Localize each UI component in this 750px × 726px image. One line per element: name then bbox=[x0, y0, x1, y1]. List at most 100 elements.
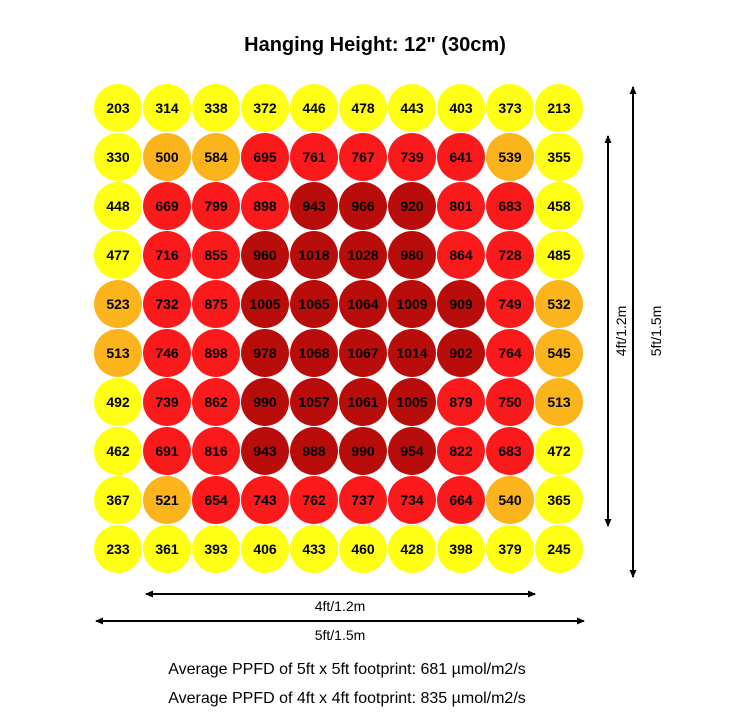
ppfd-cell-circle bbox=[290, 182, 338, 230]
ppfd-cell-circle bbox=[192, 329, 240, 377]
ppfd-cell-value: 1018 bbox=[298, 247, 329, 263]
ppfd-cell-circle bbox=[486, 182, 534, 230]
ppfd-cell-circle bbox=[339, 378, 387, 426]
ppfd-cell-value: 443 bbox=[400, 100, 424, 116]
ppfd-cell-circle bbox=[339, 525, 387, 573]
ppfd-cell-circle bbox=[241, 427, 289, 475]
footer-average-4ft: Average PPFD of 4ft x 4ft footprint: 835… bbox=[168, 690, 526, 707]
ppfd-cell-circle bbox=[143, 476, 191, 524]
ppfd-cell-value: 521 bbox=[155, 492, 179, 508]
ppfd-cell-value: 732 bbox=[155, 296, 179, 312]
horizontal-outer-dimension-label: 5ft/1.5m bbox=[315, 627, 366, 643]
ppfd-cell-circle bbox=[143, 525, 191, 573]
ppfd-cell-circle bbox=[486, 329, 534, 377]
ppfd-cell-value: 960 bbox=[253, 247, 277, 263]
ppfd-cell-circle bbox=[535, 378, 583, 426]
chart-title: Hanging Height: 12" (30cm) bbox=[244, 34, 506, 56]
ppfd-cell-value: 750 bbox=[498, 394, 522, 410]
ppfd-cell-circle bbox=[339, 329, 387, 377]
ppfd-cell-circle bbox=[388, 476, 436, 524]
ppfd-cell-value: 764 bbox=[498, 345, 522, 361]
ppfd-cell-circle bbox=[290, 133, 338, 181]
ppfd-cell-circle bbox=[241, 133, 289, 181]
ppfd-cell-value: 355 bbox=[547, 149, 571, 165]
ppfd-cell-circle bbox=[339, 182, 387, 230]
horizontal-inner-dimension-label: 4ft/1.2m bbox=[315, 598, 366, 614]
ppfd-cell-circle bbox=[486, 133, 534, 181]
ppfd-cell-circle bbox=[339, 231, 387, 279]
ppfd-cell-value: 664 bbox=[449, 492, 473, 508]
ppfd-cell-value: 898 bbox=[204, 345, 228, 361]
ppfd-cell-circle bbox=[241, 378, 289, 426]
ppfd-cell-value: 460 bbox=[351, 541, 375, 557]
ppfd-cell-circle bbox=[290, 231, 338, 279]
ppfd-cell-value: 446 bbox=[302, 100, 326, 116]
ppfd-cell-circle bbox=[241, 329, 289, 377]
ppfd-cell-circle bbox=[535, 525, 583, 573]
ppfd-cell-circle bbox=[388, 329, 436, 377]
ppfd-cell-value: 545 bbox=[547, 345, 571, 361]
ppfd-cell-value: 743 bbox=[253, 492, 277, 508]
ppfd-cell-circle bbox=[94, 525, 142, 573]
ppfd-cell-value: 245 bbox=[547, 541, 571, 557]
ppfd-cell-value: 478 bbox=[351, 100, 375, 116]
ppfd-cell-value: 539 bbox=[498, 149, 522, 165]
ppfd-cell-circle bbox=[535, 329, 583, 377]
ppfd-cell-value: 980 bbox=[400, 247, 424, 263]
ppfd-cell-circle bbox=[192, 378, 240, 426]
ppfd-cell-value: 213 bbox=[547, 100, 571, 116]
ppfd-cell-value: 691 bbox=[155, 443, 179, 459]
ppfd-cell-value: 330 bbox=[106, 149, 130, 165]
ppfd-cell-circle bbox=[339, 84, 387, 132]
ppfd-cell-circle bbox=[388, 133, 436, 181]
ppfd-cell-circle bbox=[437, 182, 485, 230]
ppfd-cell-value: 683 bbox=[498, 443, 522, 459]
ppfd-cell-circle bbox=[143, 427, 191, 475]
ppfd-cell-circle bbox=[486, 525, 534, 573]
ppfd-cell-value: 372 bbox=[253, 100, 277, 116]
ppfd-cell-circle bbox=[339, 476, 387, 524]
ppfd-cell-value: 361 bbox=[155, 541, 179, 557]
ppfd-cell-circle bbox=[437, 280, 485, 328]
ppfd-cell-circle bbox=[486, 378, 534, 426]
ppfd-cell-circle bbox=[94, 280, 142, 328]
ppfd-cell-value: 816 bbox=[204, 443, 228, 459]
ppfd-cell-value: 954 bbox=[400, 443, 424, 459]
ppfd-cell-circle bbox=[192, 476, 240, 524]
ppfd-cell-value: 462 bbox=[106, 443, 130, 459]
ppfd-cell-value: 403 bbox=[449, 100, 473, 116]
ppfd-cell-circle bbox=[437, 329, 485, 377]
ppfd-cell-circle bbox=[486, 280, 534, 328]
ppfd-cell-circle bbox=[290, 329, 338, 377]
ppfd-cell-circle bbox=[241, 476, 289, 524]
ppfd-cell-value: 338 bbox=[204, 100, 228, 116]
ppfd-cell-circle bbox=[290, 427, 338, 475]
ppfd-cell-value: 801 bbox=[449, 198, 473, 214]
ppfd-cell-value: 746 bbox=[155, 345, 179, 361]
ppfd-cell-circle bbox=[388, 182, 436, 230]
ppfd-cell-circle bbox=[437, 231, 485, 279]
ppfd-cell-circle bbox=[94, 476, 142, 524]
ppfd-cell-circle bbox=[290, 525, 338, 573]
ppfd-cell-value: 500 bbox=[155, 149, 179, 165]
ppfd-cell-value: 749 bbox=[498, 296, 522, 312]
ppfd-cell-circle bbox=[388, 280, 436, 328]
ppfd-cell-circle bbox=[192, 133, 240, 181]
ppfd-cell-circle bbox=[437, 427, 485, 475]
ppfd-cell-value: 472 bbox=[547, 443, 571, 459]
ppfd-cell-value: 1065 bbox=[298, 296, 329, 312]
ppfd-cell-value: 737 bbox=[351, 492, 375, 508]
ppfd-cell-circle bbox=[143, 84, 191, 132]
ppfd-cell-circle bbox=[94, 133, 142, 181]
ppfd-cell-value: 1009 bbox=[396, 296, 427, 312]
ppfd-cell-circle bbox=[388, 525, 436, 573]
ppfd-cell-value: 761 bbox=[302, 149, 326, 165]
ppfd-cell-value: 365 bbox=[547, 492, 571, 508]
ppfd-cell-value: 654 bbox=[204, 492, 228, 508]
ppfd-cell-value: 433 bbox=[302, 541, 326, 557]
ppfd-cell-value: 532 bbox=[547, 296, 571, 312]
ppfd-cell-circle bbox=[437, 525, 485, 573]
ppfd-cell-value: 920 bbox=[400, 198, 424, 214]
ppfd-cell-circle bbox=[290, 84, 338, 132]
ppfd-cell-circle bbox=[94, 329, 142, 377]
